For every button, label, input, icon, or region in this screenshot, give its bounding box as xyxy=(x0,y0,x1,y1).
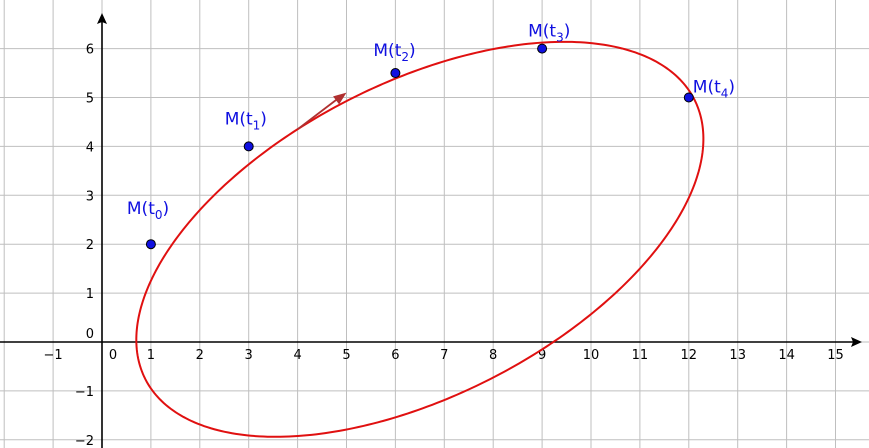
x-tick-label: 14 xyxy=(778,348,795,363)
point-label-name: M(t xyxy=(225,109,253,129)
y-tick-label-zero: 0 xyxy=(86,327,94,342)
x-axis-arrow xyxy=(851,337,862,347)
y-tick-label: 1 xyxy=(86,287,94,302)
y-tick-label: −1 xyxy=(75,385,94,400)
point-marker xyxy=(390,68,401,79)
y-tick-label: 4 xyxy=(86,140,94,155)
direction-arrow-shaft xyxy=(297,95,342,131)
point-label-name: M(t xyxy=(127,199,155,219)
x-tick-label: 6 xyxy=(391,348,399,363)
y-tick-label: −2 xyxy=(75,434,94,448)
x-tick-label: 4 xyxy=(293,348,301,363)
point-label-name: M(t xyxy=(373,41,401,61)
x-tick-label: 2 xyxy=(196,348,204,363)
point-marker xyxy=(145,239,156,250)
x-tick-label: 0 xyxy=(109,348,117,363)
point-label-close: ) xyxy=(260,109,267,129)
x-tick-label: 7 xyxy=(440,348,448,363)
point-marker xyxy=(243,141,254,152)
point-label-subscript: 4 xyxy=(721,87,729,101)
x-tick-label: 8 xyxy=(489,348,497,363)
point-label-close: ) xyxy=(163,199,170,219)
point-label-subscript: 3 xyxy=(556,31,564,45)
curve-layer xyxy=(135,40,705,438)
point-label-close: ) xyxy=(564,22,571,42)
axes xyxy=(0,13,862,448)
y-tick-label: 6 xyxy=(86,43,94,58)
x-tick-label: 3 xyxy=(245,348,253,363)
direction-arrow-head xyxy=(333,92,347,105)
x-tick-label: 11 xyxy=(632,348,649,363)
point-label-close: ) xyxy=(728,78,735,98)
point-label: M(t2) xyxy=(373,41,415,64)
y-tick-label: 3 xyxy=(86,189,94,204)
point-label-subscript: 1 xyxy=(253,118,261,132)
x-tick-label: 1 xyxy=(147,348,155,363)
y-axis-arrow xyxy=(97,13,107,24)
point-label: M(t1) xyxy=(225,109,267,132)
point-label-subscript: 2 xyxy=(401,50,409,64)
point-marker xyxy=(537,43,548,54)
x-tick-label: −1 xyxy=(44,348,63,363)
point-label: M(t4) xyxy=(693,78,735,101)
y-tick-label: 2 xyxy=(86,238,94,253)
x-tick-label: 12 xyxy=(681,348,698,363)
point-label-name: M(t xyxy=(693,78,721,98)
point-label-name: M(t xyxy=(528,22,556,42)
point-marker xyxy=(683,92,694,103)
point-label: M(t0) xyxy=(127,199,169,222)
x-tick-label: 5 xyxy=(342,348,350,363)
x-tick-label: 9 xyxy=(538,348,546,363)
x-tick-label: 13 xyxy=(729,348,746,363)
ellipse-curve xyxy=(135,40,705,438)
x-tick-label: 15 xyxy=(827,348,844,363)
point-label: M(t3) xyxy=(528,22,570,45)
x-tick-label: 10 xyxy=(583,348,600,363)
point-label-close: ) xyxy=(409,41,416,61)
y-tick-label: 5 xyxy=(86,92,94,107)
points-layer: M(t0)M(t1)M(t2)M(t3)M(t4) xyxy=(127,22,735,250)
point-label-subscript: 0 xyxy=(155,208,163,222)
